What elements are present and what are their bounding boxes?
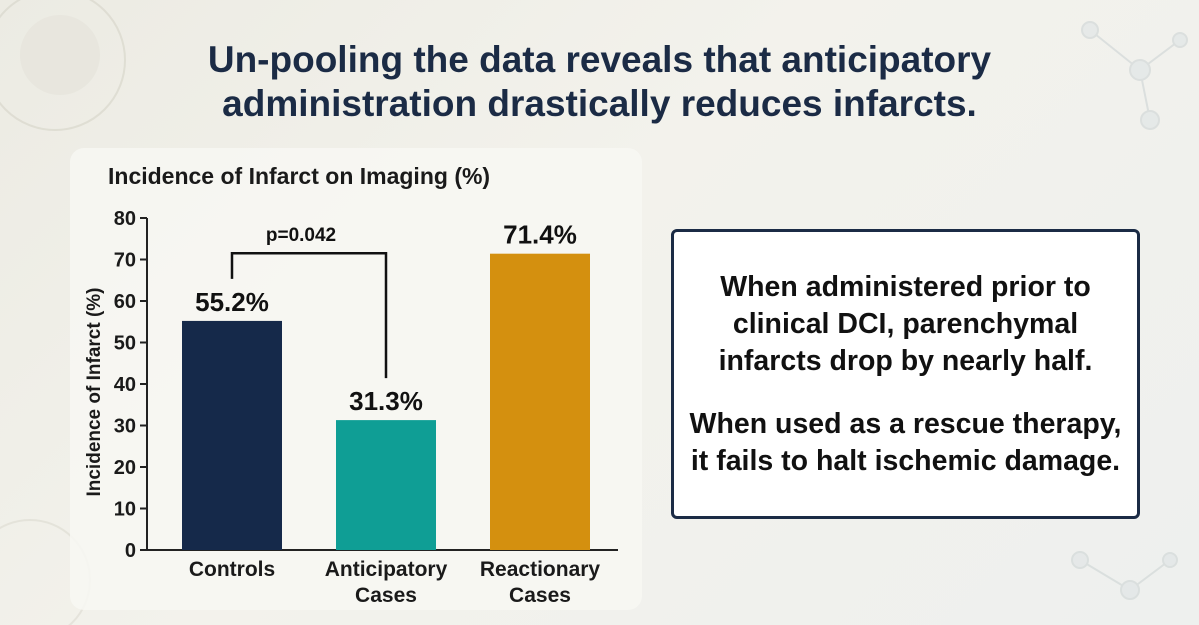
bar-value-label: 55.2% xyxy=(195,287,269,317)
bar-value-label: 31.3% xyxy=(349,386,423,416)
bar-2 xyxy=(490,253,590,550)
significance-bracket xyxy=(230,251,388,379)
y-tick-label: 20 xyxy=(114,457,136,479)
category-label: Cases xyxy=(509,584,571,607)
chart-title: Incidence of Infarct on Imaging (%) xyxy=(108,163,491,189)
callout-paragraph-rescue: When used as a rescue therapy, it fails … xyxy=(689,407,1122,477)
y-tick-label: 0 xyxy=(125,540,136,562)
bar-value-label: 71.4% xyxy=(503,220,577,250)
y-axis-title: Incidence of Infarct (%) xyxy=(84,287,105,496)
y-tick-label: 60 xyxy=(114,291,136,313)
y-tick-label: 70 xyxy=(114,250,136,272)
bar-chart: 0 10 20 30 40 50 60 70 80 Incidence of Infarct (%… xyxy=(84,208,618,607)
bar-0 xyxy=(182,320,282,550)
category-label: Anticipatory xyxy=(325,558,448,581)
category-label: Controls xyxy=(189,558,275,581)
y-tick-label: 10 xyxy=(114,499,136,521)
bar-1 xyxy=(336,420,436,550)
summary-callout: When administered prior to clinical DCI,… xyxy=(671,229,1140,519)
headline-line-1: Un-pooling the data reveals that anticip… xyxy=(207,39,992,80)
page-headline: Un-pooling the data reveals that anticip… xyxy=(0,38,1199,126)
y-tick-label: 80 xyxy=(114,208,136,230)
callout-paragraph-prior: When administered prior to clinical DCI,… xyxy=(718,270,1093,377)
p-value-label: p=0.042 xyxy=(266,225,336,246)
y-tick-label: 40 xyxy=(114,374,136,396)
headline-line-2: administration drastically reduces infar… xyxy=(222,83,977,124)
category-label: Reactionary xyxy=(480,558,601,581)
y-tick-label: 30 xyxy=(114,416,136,438)
category-label: Cases xyxy=(355,584,417,607)
y-tick-label: 50 xyxy=(114,333,136,355)
